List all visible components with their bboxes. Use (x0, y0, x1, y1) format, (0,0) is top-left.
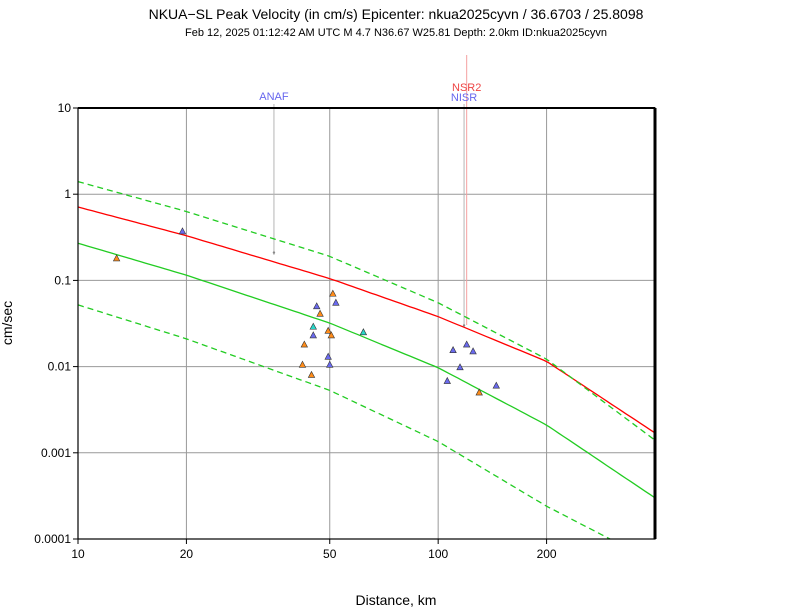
data-point (316, 309, 324, 317)
data-point (462, 340, 471, 348)
data-point (359, 328, 368, 336)
data-point (456, 363, 464, 371)
prediction-curve-dashed (77, 180, 656, 441)
data-point (298, 360, 307, 368)
prediction-curves (77, 180, 656, 540)
data-point (324, 352, 332, 360)
station-label: ANAF (259, 91, 289, 103)
x-tick-label: 20 (180, 547, 194, 561)
data-points (112, 227, 500, 396)
x-axis-label: Distance, km (356, 592, 437, 608)
data-point (469, 347, 477, 355)
data-point (309, 322, 317, 330)
prediction-curve-dashed (77, 304, 611, 540)
station-label: NSR2 (452, 82, 481, 94)
chart-subtitle: Feb 12, 2025 01:12:42 AM UTC M 4.7 N36.6… (185, 27, 607, 39)
data-point (332, 298, 340, 306)
x-tick-label: 200 (537, 547, 557, 561)
y-tick-label: 1 (64, 187, 71, 201)
plot-border (77, 107, 656, 540)
data-point (324, 326, 332, 334)
data-point (309, 331, 317, 339)
plot-frame (77, 107, 657, 540)
x-tick-label: 50 (323, 547, 337, 561)
data-point (443, 376, 451, 384)
data-point (326, 360, 334, 368)
y-axis-label: cm/sec (0, 301, 15, 345)
y-tick-label: 10 (58, 101, 72, 115)
data-point (327, 331, 335, 339)
data-point (272, 251, 276, 254)
prediction-curve (77, 206, 656, 434)
data-point (312, 302, 321, 310)
chart-title: NKUA−SL Peak Velocity (in cm/s) Epicente… (149, 6, 644, 22)
station-label: NISR (451, 92, 477, 104)
data-point (492, 381, 500, 389)
data-point (475, 388, 483, 396)
data-point (300, 340, 309, 348)
grid-lines (77, 107, 655, 540)
prediction-curve (77, 242, 656, 499)
data-point (112, 254, 121, 262)
y-tick-label: 0.0001 (34, 532, 71, 546)
data-point (178, 227, 187, 235)
x-tick-label: 100 (428, 547, 448, 561)
y-tick-label: 0.1 (54, 273, 71, 287)
axis-ticks: 10 20 50 100 200 10 1 0.1 0.01 0.001 0.0001 (34, 101, 557, 561)
y-tick-label: 0.01 (48, 360, 72, 374)
x-tick-label: 10 (71, 547, 85, 561)
data-point (329, 289, 337, 297)
y-tick-label: 0.001 (41, 446, 71, 460)
data-point (462, 324, 466, 327)
data-point (307, 370, 316, 378)
data-point (449, 346, 457, 353)
